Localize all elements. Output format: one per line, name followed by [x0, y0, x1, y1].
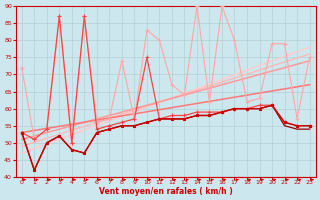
X-axis label: Vent moyen/en rafales ( km/h ): Vent moyen/en rafales ( km/h ) — [99, 187, 233, 196]
